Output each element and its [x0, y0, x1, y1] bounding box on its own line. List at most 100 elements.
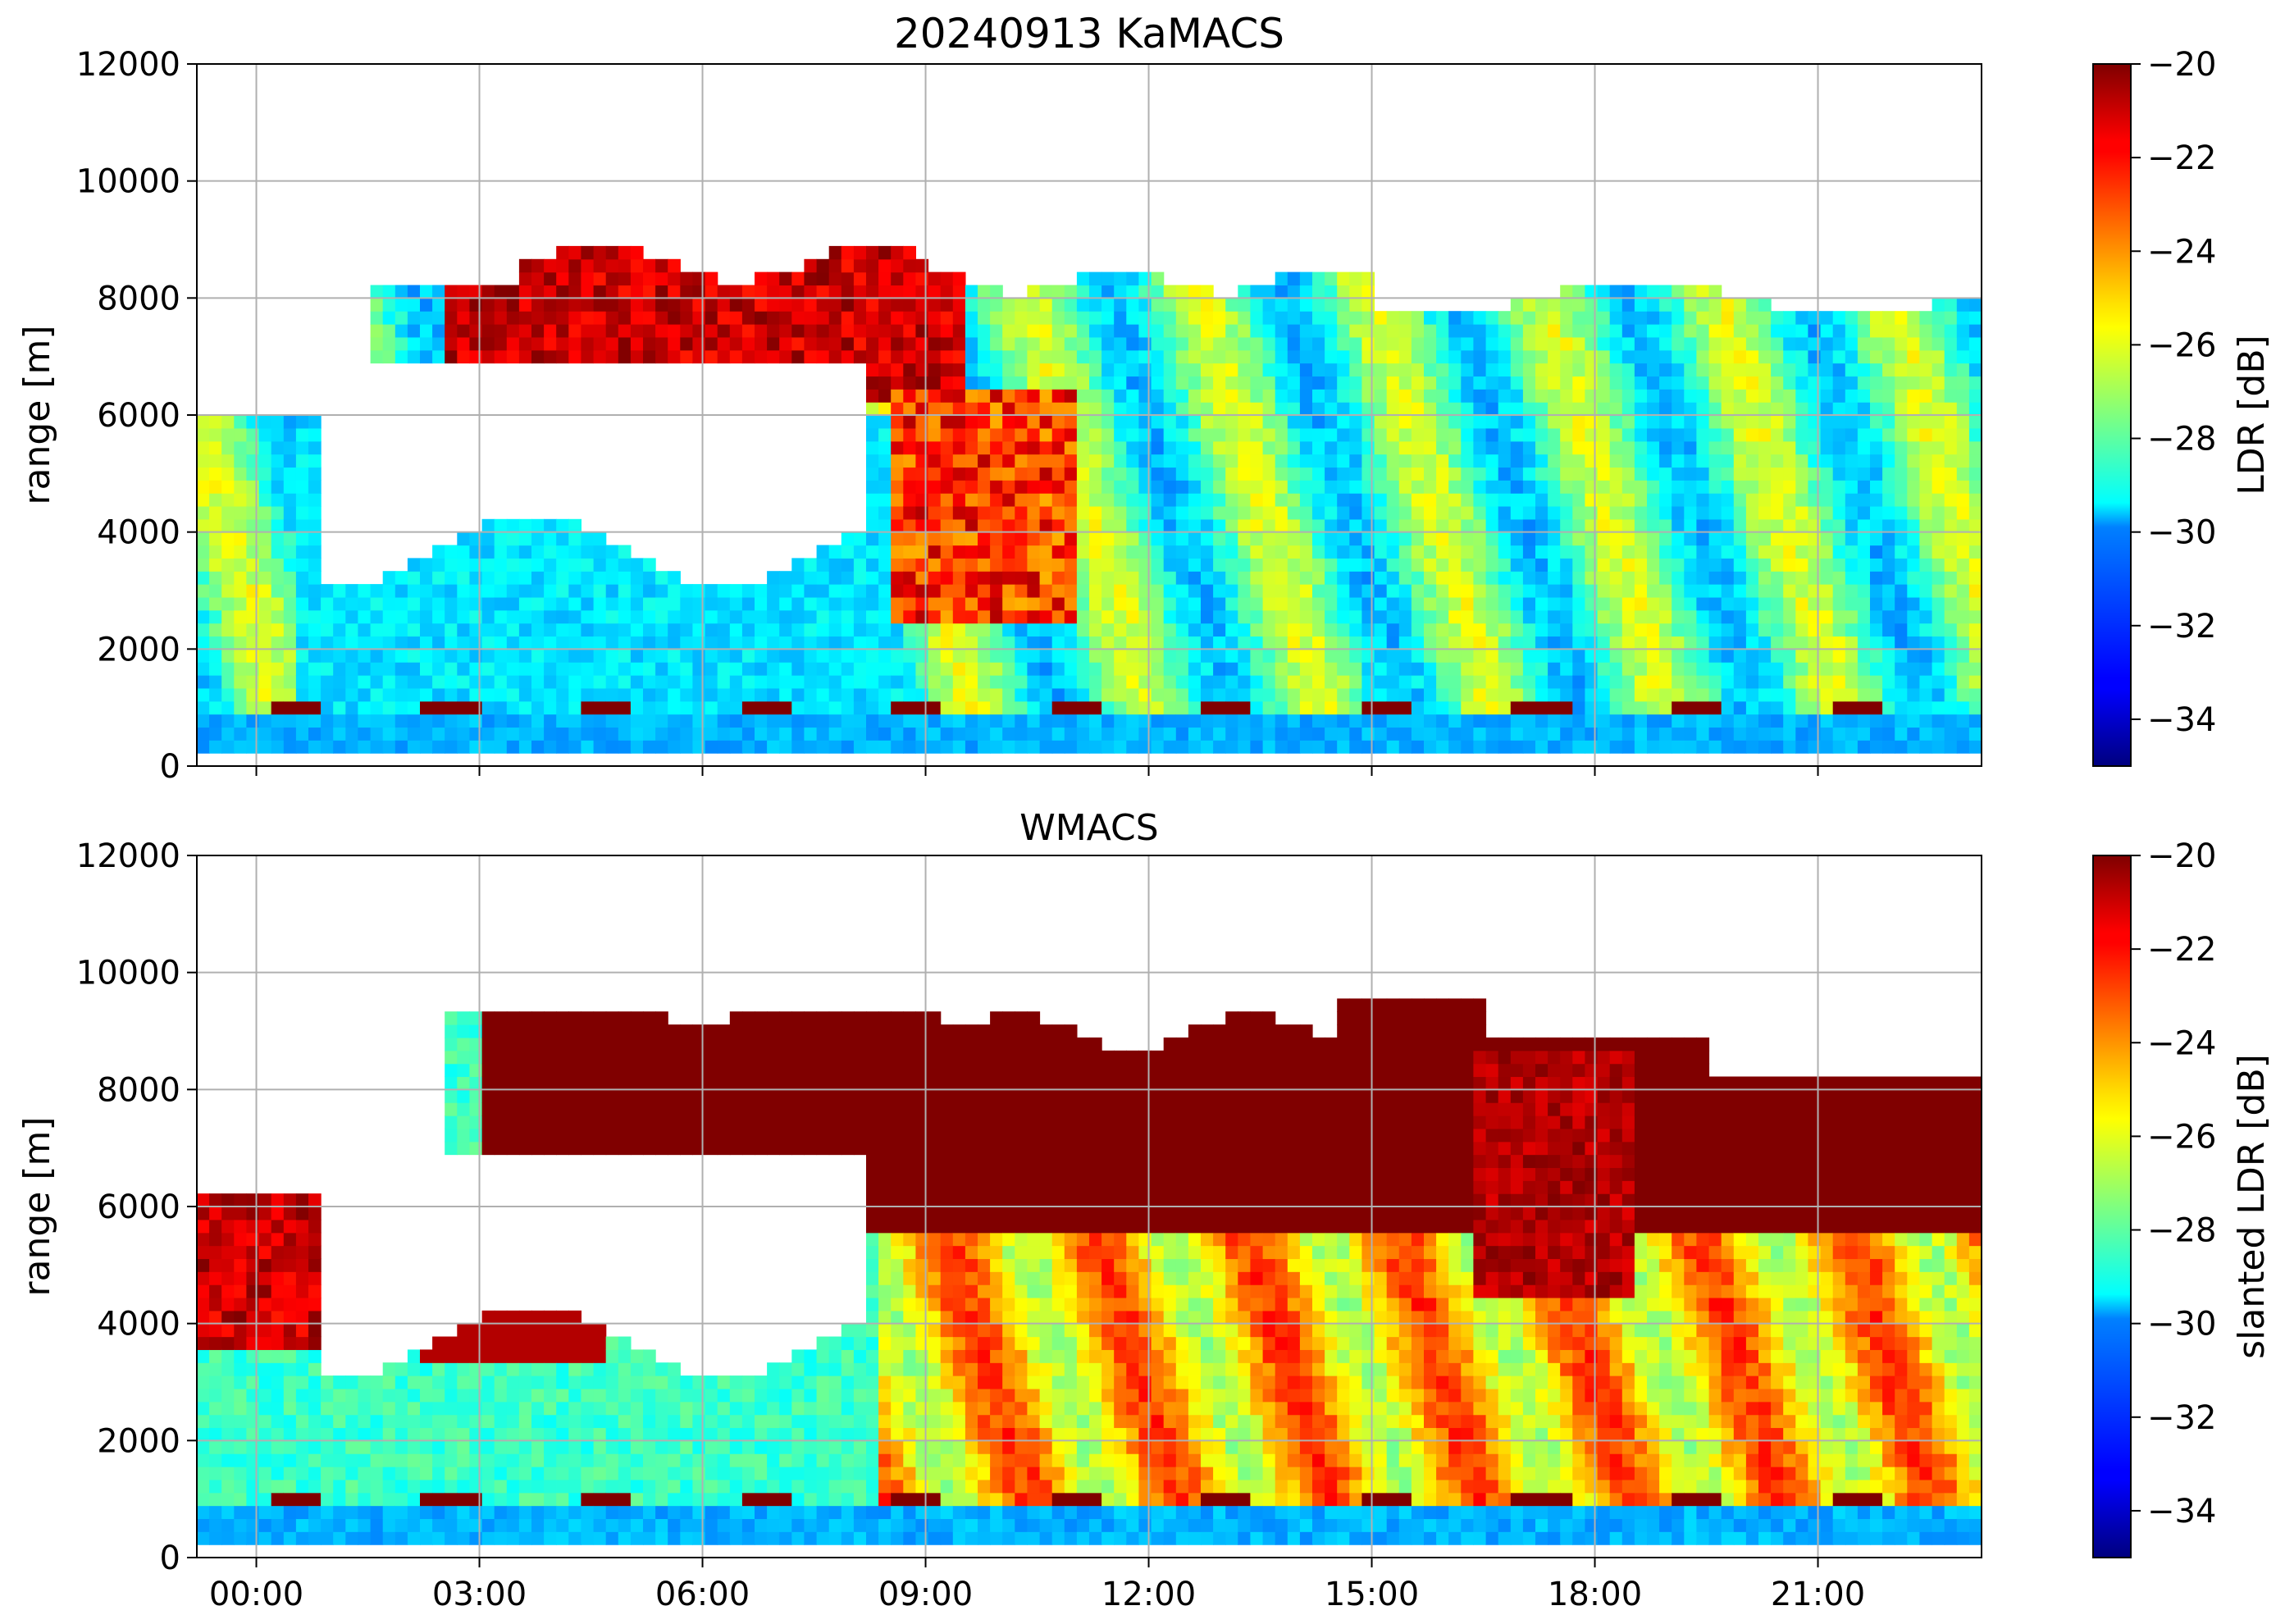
heatmap-cell: [1101, 545, 1115, 559]
heatmap-cell: [1932, 467, 1945, 481]
heatmap-cell: [1932, 740, 1945, 754]
heatmap-cell: [1783, 700, 1796, 715]
heatmap-cell: [1968, 402, 1982, 416]
heatmap-cell: [1535, 714, 1548, 728]
y-tick-label: 8000: [97, 280, 180, 317]
heatmap-cell: [1448, 700, 1462, 715]
heatmap-cell: [271, 636, 285, 650]
heatmap-cell: [271, 1310, 285, 1325]
heatmap-cell: [1932, 545, 1945, 559]
heatmap-cell: [1473, 480, 1487, 494]
heatmap-cell: [1398, 584, 1412, 598]
heatmap-cell: [1522, 584, 1536, 598]
heatmap-cell: [518, 596, 532, 611]
heatmap-cell: [1275, 467, 1288, 481]
heatmap-cell: [1745, 727, 1759, 741]
heatmap-cell: [457, 1492, 471, 1507]
heatmap-cell: [1845, 467, 1859, 481]
heatmap-cell: [1287, 415, 1301, 429]
heatmap-cell: [1163, 349, 1177, 364]
heatmap-cell: [990, 440, 1003, 455]
heatmap-cell: [1163, 298, 1177, 312]
heatmap-cell: [1882, 402, 1895, 416]
heatmap-cell: [853, 245, 867, 260]
heatmap-cell: [1051, 740, 1065, 754]
heatmap-cell: [209, 1401, 222, 1416]
heatmap-cell: [1560, 623, 1573, 637]
heatmap-cell: [1448, 415, 1462, 429]
heatmap-cell: [506, 311, 520, 325]
heatmap-cell: [1535, 467, 1548, 481]
heatmap-cell: [692, 271, 706, 286]
heatmap-cell: [1684, 349, 1698, 364]
heatmap-cell: [518, 285, 532, 299]
heatmap-cell: [568, 714, 582, 728]
heatmap-cell: [1721, 675, 1735, 689]
heatmap-cell: [1820, 675, 1834, 689]
heatmap-cell: [816, 271, 830, 286]
heatmap-cell: [1498, 349, 1512, 364]
heatmap-cell: [457, 596, 471, 611]
heatmap-cell: [258, 1440, 272, 1454]
heatmap-cell: [1002, 427, 1015, 442]
heatmap-cell: [630, 584, 644, 598]
heatmap-cell: [1597, 714, 1611, 728]
heatmap-cell: [1634, 324, 1648, 338]
heatmap-cell: [655, 596, 668, 611]
heatmap-cell: [432, 584, 445, 598]
heatmap-cell: [1101, 584, 1115, 598]
heatmap-cell: [1151, 545, 1165, 559]
heatmap-cell: [395, 675, 408, 689]
heatmap-cell: [891, 324, 904, 338]
heatmap-cell: [779, 727, 792, 741]
heatmap-cell: [271, 675, 285, 689]
heatmap-cell: [1175, 740, 1189, 754]
heatmap-cell: [1820, 623, 1834, 637]
heatmap-cell: [1238, 571, 1252, 585]
heatmap-cell: [407, 1467, 421, 1480]
heatmap-cell: [1126, 675, 1140, 689]
heatmap-cell: [680, 740, 694, 754]
heatmap-cell: [271, 1388, 285, 1403]
heatmap-cell: [197, 1440, 210, 1454]
heatmap-cell: [1832, 311, 1846, 325]
heatmap-cell: [828, 245, 842, 260]
heatmap-cell: [295, 545, 309, 559]
heatmap-cell: [531, 571, 545, 585]
heatmap-cell: [246, 662, 260, 676]
heatmap-cell: [1919, 415, 1933, 429]
heatmap-cell: [841, 349, 855, 364]
heatmap-cell: [469, 1323, 483, 1338]
heatmap-cell: [717, 675, 731, 689]
heatmap-cell: [1126, 480, 1140, 494]
heatmap-cell: [878, 480, 892, 494]
heatmap-cell: [581, 636, 595, 650]
heatmap-cell: [494, 636, 508, 650]
heatmap-cell: [395, 609, 408, 624]
heatmap-cell: [1349, 298, 1363, 312]
heatmap-cell: [420, 727, 433, 741]
heatmap-cell: [1039, 376, 1053, 390]
heatmap-cell: [1585, 636, 1599, 650]
heatmap-cell: [1535, 402, 1548, 416]
heatmap-cell: [1572, 662, 1586, 676]
heatmap-cell: [568, 258, 582, 273]
heatmap-cell: [1299, 727, 1313, 741]
heatmap-cell: [1250, 336, 1264, 351]
heatmap-cell: [246, 558, 260, 572]
heatmap-cell: [197, 1401, 210, 1416]
heatmap-cell: [1461, 467, 1475, 481]
heatmap-cell: [1585, 506, 1599, 520]
heatmap-cell: [506, 740, 520, 754]
heatmap-cell: [1188, 336, 1202, 351]
heatmap-cell: [1201, 740, 1214, 754]
heatmap-cell: [1312, 336, 1325, 351]
heatmap-cell: [1647, 415, 1660, 429]
heatmap-cell: [1201, 349, 1214, 364]
heatmap-cell: [1089, 336, 1102, 351]
heatmap-cell: [333, 700, 346, 715]
heatmap-cell: [481, 558, 495, 572]
heatmap-cell: [1287, 389, 1301, 403]
heatmap-cell: [506, 518, 520, 533]
heatmap-cell: [1672, 454, 1685, 468]
